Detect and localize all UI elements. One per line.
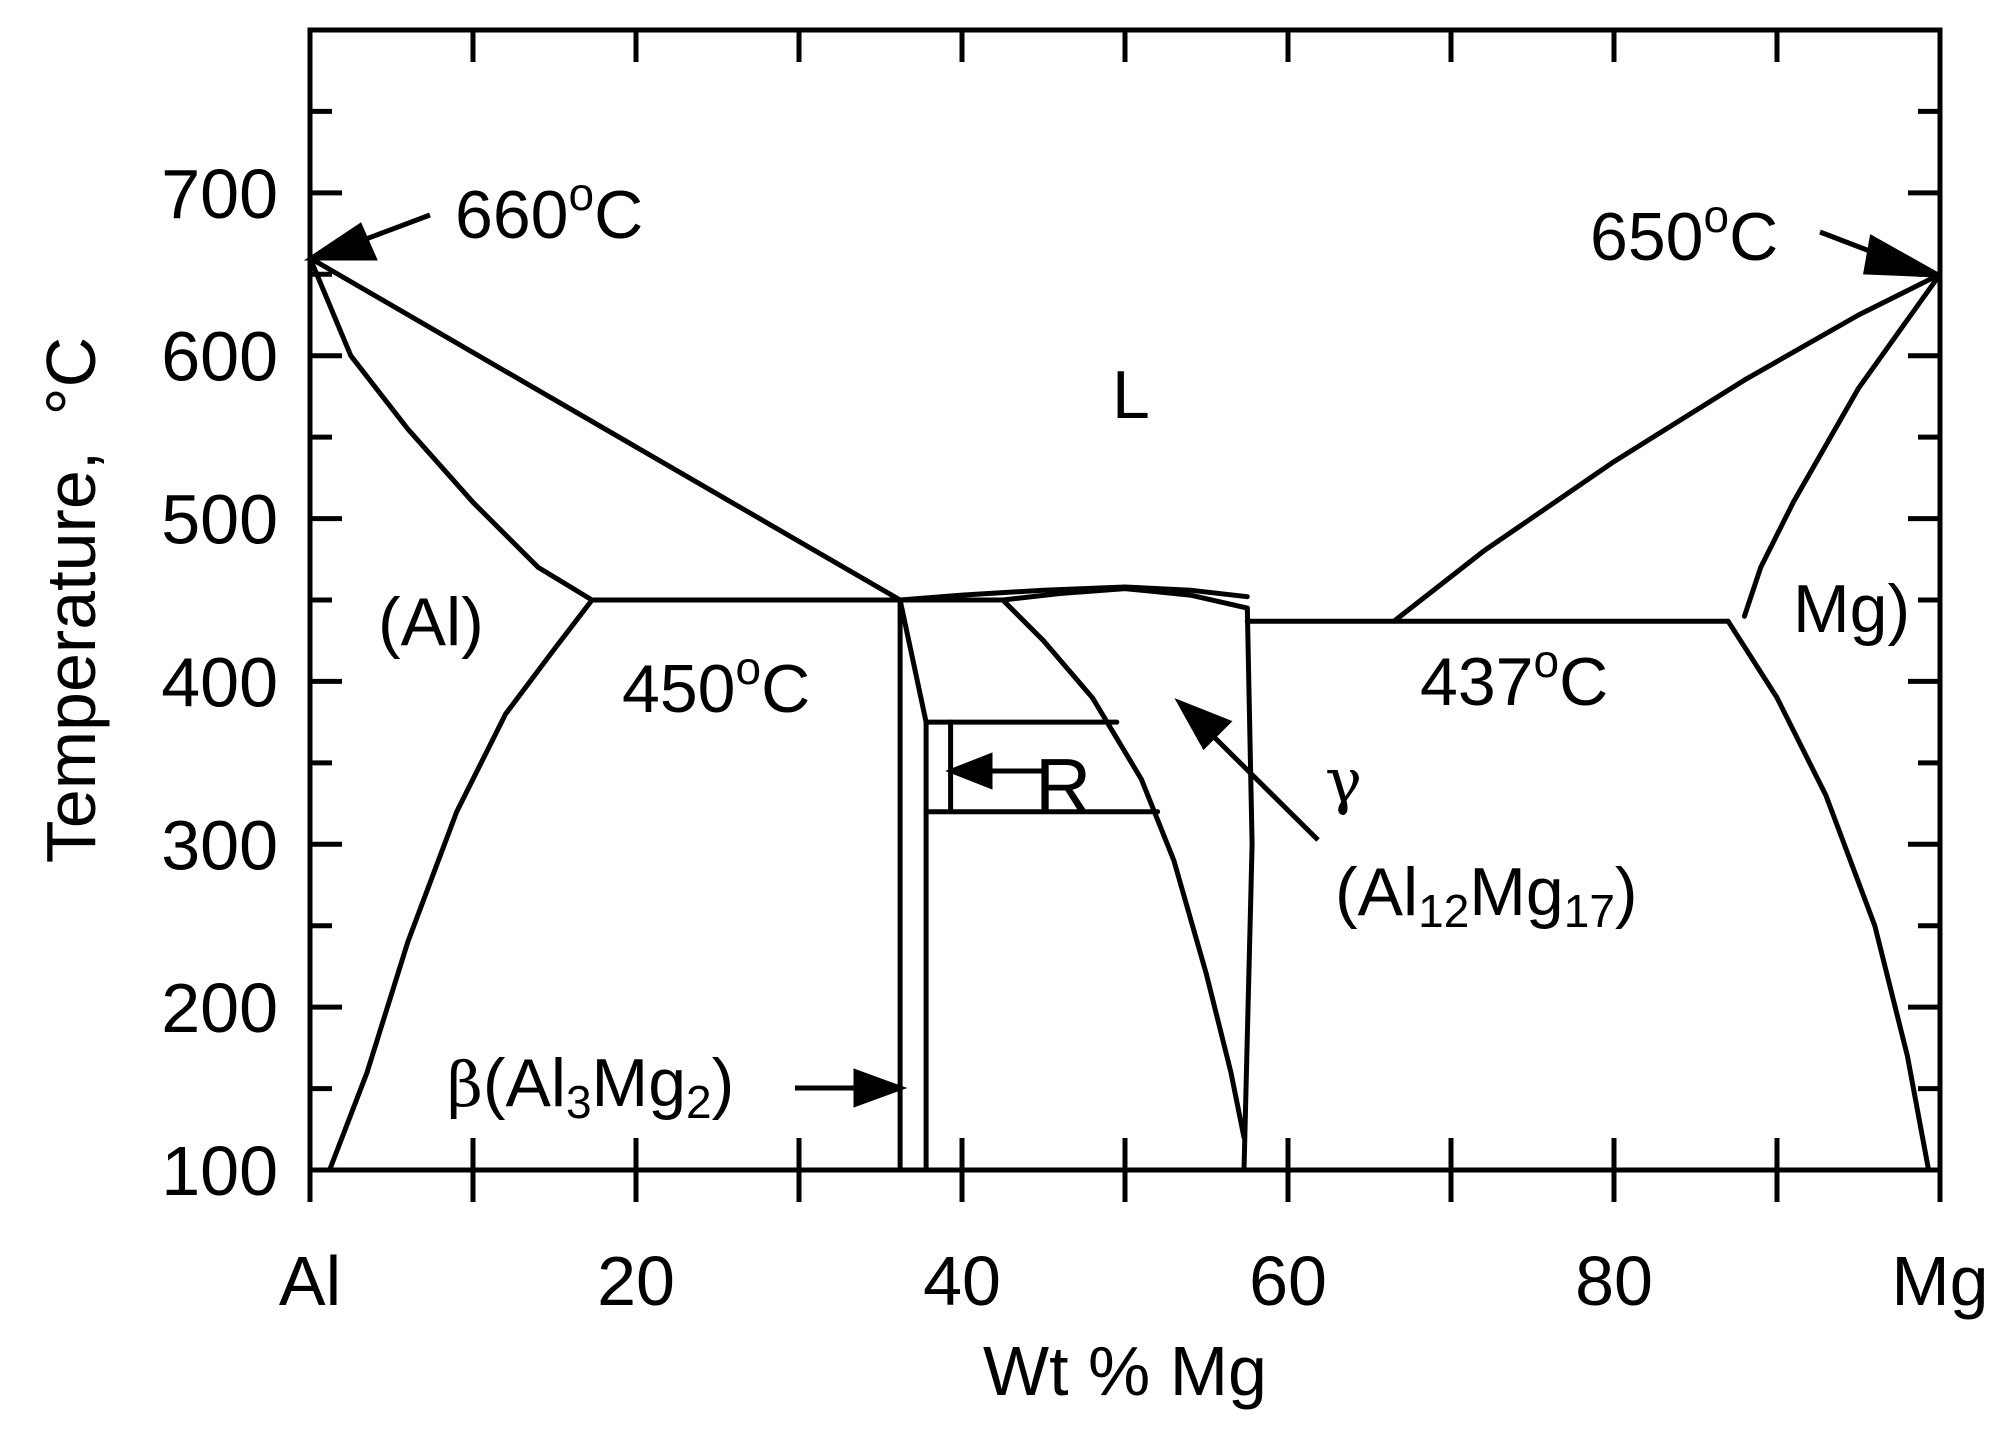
x-axis-label: Wt % Mg <box>983 1332 1267 1410</box>
y-axis-label-text: Temperature, <box>32 451 110 863</box>
label-660: 660oC <box>455 168 643 253</box>
curve-gamma-right-solvus <box>1241 605 1255 1173</box>
x-tick-label: 20 <box>597 1242 675 1320</box>
curve-solidus-mg <box>1741 271 1943 619</box>
curve-gamma-solidus-top <box>1000 586 1250 611</box>
label-450: 450oC <box>622 642 810 727</box>
y-tick-label: 500 <box>161 481 278 559</box>
curve-liquidus-mg-side <box>1391 271 1943 624</box>
label-al-phase: (Al) <box>378 584 484 660</box>
curve-solidus-al <box>307 255 595 603</box>
arrow-650-head <box>1863 234 1940 278</box>
label-liquid: L <box>1112 357 1150 433</box>
arrow-gamma-head <box>1174 698 1233 751</box>
x-tick-label: 40 <box>923 1242 1001 1320</box>
curve-solvus-mg <box>1725 618 1932 1173</box>
label-beta: β(Al3Mg2) <box>447 1045 734 1128</box>
label-mg-phase: Mg) <box>1793 571 1910 647</box>
y-tick-label: 300 <box>161 806 278 884</box>
arrow-beta-head <box>853 1068 908 1108</box>
curve-liquidus-gamma <box>897 584 1250 603</box>
x-tick-label: Mg <box>1891 1242 1988 1320</box>
svg-text:Temperature, °C: Temperature, °C <box>32 337 110 863</box>
label-650: 650oC <box>1590 190 1778 275</box>
arrow-660-head <box>303 222 378 261</box>
phase-boundaries <box>307 255 1943 1173</box>
curve-gamma-left-solvus <box>1000 597 1247 1140</box>
curve-liquidus-al-side <box>307 255 903 603</box>
label-al12mg17: (Al12Mg17) <box>1335 854 1638 937</box>
label-gamma: γ <box>1325 744 1362 817</box>
y-tick-label: 100 <box>161 1132 278 1210</box>
x-tick-label: 60 <box>1249 1242 1327 1320</box>
arrows <box>303 212 1940 1108</box>
tick-labels: Al 20 40 60 80 Mg 100 200 300 400 500 600 700 <box>161 155 1988 1320</box>
y-tick-label: 700 <box>161 155 278 233</box>
label-r: R <box>1035 742 1091 830</box>
label-437: 437oC <box>1420 635 1608 720</box>
y-tick-label: 600 <box>161 318 278 396</box>
y-tick-label: 200 <box>161 969 278 1047</box>
arrow-gamma-shaft <box>1208 731 1320 842</box>
arrow-r-head <box>945 752 993 790</box>
curve-beta-top <box>897 597 929 725</box>
y-axis-label: Temperature, °C <box>32 337 110 863</box>
x-tick-label: Al <box>279 1242 341 1320</box>
y-tick-label: 400 <box>161 643 278 721</box>
curve-solvus-al <box>327 597 595 1173</box>
axis-ticks <box>307 27 1943 1202</box>
x-tick-label: 80 <box>1575 1242 1653 1320</box>
y-axis-label-unit: °C <box>32 337 110 416</box>
